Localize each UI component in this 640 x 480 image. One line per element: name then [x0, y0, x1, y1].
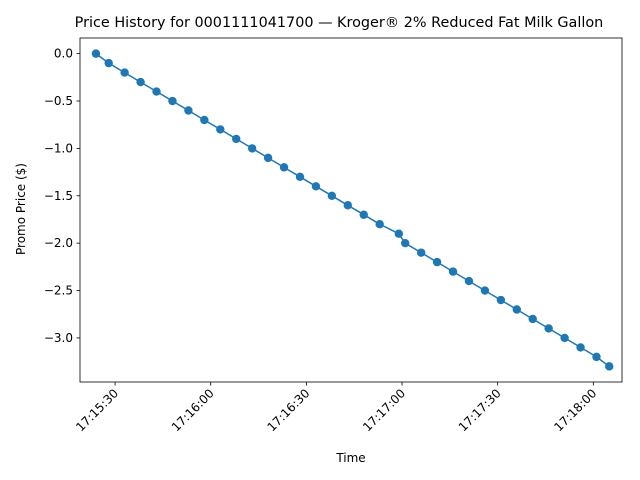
data-point [184, 106, 193, 115]
data-point [168, 96, 177, 106]
data-point [401, 238, 410, 248]
chart-title: Price History for 0001111041700 — Kroger… [75, 15, 604, 31]
axes-frame [79, 37, 623, 383]
y-tick-label: −0.5 [44, 94, 73, 108]
data-point [480, 286, 490, 295]
data-point [247, 144, 257, 153]
data-point [152, 87, 161, 96]
y-tick-label: −2.0 [44, 236, 73, 250]
x-tick-label: 17:16:30 [264, 386, 312, 434]
x-tick-label: 17:18:00 [551, 386, 599, 434]
y-tick-label: −1.0 [44, 141, 73, 155]
plot-area: 0.0 −0.5 −1.0 −1.5 −2.0 −2.5 −3.0 17:15:30 17:16… [44, 37, 623, 434]
y-tick-label: −2.5 [44, 284, 73, 298]
data-point [464, 276, 474, 286]
data-point [120, 68, 129, 77]
data-point [295, 172, 305, 182]
x-tick-label: 17:16:00 [169, 386, 217, 434]
x-tick-label: 17:17:00 [360, 386, 408, 434]
y-axis-label: Promo Price ($) [14, 163, 28, 255]
data-point [104, 58, 113, 68]
series-line [95, 52, 610, 368]
data-point [91, 49, 101, 58]
data-point [512, 305, 521, 314]
data-point [592, 352, 601, 362]
y-tick-label: −3.0 [44, 331, 73, 345]
data-point [311, 182, 321, 191]
data-point [605, 362, 614, 371]
data-point [528, 314, 537, 324]
y-tick-label: 0.0 [54, 47, 73, 61]
y-tick-label: −1.5 [44, 189, 73, 203]
data-point [560, 333, 569, 343]
data-point [343, 201, 353, 210]
data-point [216, 125, 225, 134]
data-point [279, 163, 289, 172]
x-tick-label: 17:15:30 [73, 386, 121, 434]
data-point [448, 267, 458, 276]
data-point [327, 191, 337, 200]
data-point [136, 77, 145, 87]
data-point [232, 134, 241, 144]
data-point [544, 324, 553, 333]
x-axis-label: Time [335, 451, 365, 465]
data-point [394, 229, 404, 238]
data-point [416, 248, 426, 257]
data-point [496, 295, 506, 305]
data-point [263, 153, 273, 163]
data-point [200, 115, 209, 125]
data-point [375, 220, 384, 229]
data-point [359, 210, 368, 219]
data-point [432, 257, 442, 267]
x-tick-label: 17:17:30 [456, 386, 504, 434]
data-point [576, 343, 585, 352]
